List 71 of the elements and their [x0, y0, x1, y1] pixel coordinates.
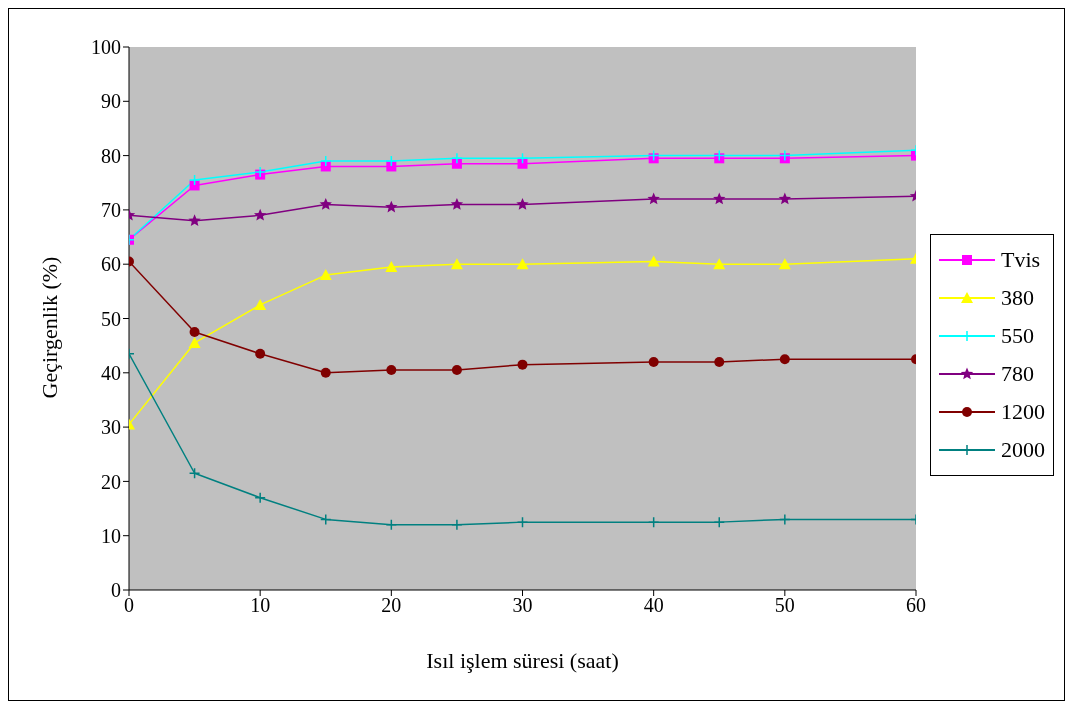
- point: [451, 365, 462, 376]
- legend-label: 780: [1001, 360, 1034, 387]
- y-tick-label: 0: [111, 579, 121, 602]
- y-tick-label: 90: [101, 90, 121, 113]
- point: [647, 255, 660, 267]
- y-tick-label: 30: [101, 416, 121, 439]
- point: [386, 365, 397, 376]
- legend-label: 550: [1001, 322, 1034, 349]
- point: [647, 149, 660, 162]
- point: [779, 513, 791, 526]
- point: [385, 260, 398, 272]
- point: [516, 152, 529, 165]
- legend-label: Tvis: [1001, 246, 1041, 273]
- y-tick-label: 10: [101, 524, 121, 547]
- point: [385, 155, 398, 167]
- point: [647, 192, 660, 205]
- point: [647, 516, 660, 528]
- point: [517, 158, 528, 169]
- point: [253, 208, 267, 221]
- point: [516, 516, 529, 528]
- point: [319, 269, 332, 281]
- point: [385, 519, 398, 531]
- x-tick-label: 10: [250, 594, 271, 617]
- x-tick-label: 50: [774, 594, 795, 617]
- point: [450, 258, 463, 270]
- point: [189, 327, 200, 338]
- point: [778, 258, 791, 270]
- point: [779, 354, 790, 365]
- y-tick-label: 20: [101, 470, 121, 493]
- legend-label: 380: [1001, 284, 1034, 311]
- point: [255, 348, 266, 359]
- point: [320, 513, 332, 526]
- point: [778, 192, 792, 205]
- point: [713, 258, 726, 270]
- x-axis-title: Isıl işlem süresi (saat): [426, 648, 619, 673]
- point: [385, 200, 398, 213]
- y-tick-label: 80: [101, 144, 121, 167]
- point: [451, 158, 462, 169]
- point: [450, 197, 464, 210]
- point: [254, 298, 267, 310]
- point: [713, 516, 725, 528]
- x-tick-label: 40: [643, 594, 664, 617]
- point: [517, 359, 528, 370]
- point: [320, 367, 331, 378]
- x-tick-label: 20: [381, 594, 402, 617]
- y-tick-label: 60: [101, 253, 121, 276]
- point: [713, 149, 725, 162]
- y-tick-label: 100: [91, 36, 121, 59]
- legend-label: 1200: [1001, 398, 1045, 425]
- point: [451, 152, 463, 165]
- x-tick-label: 30: [512, 594, 533, 617]
- point: [254, 491, 266, 504]
- legend-label: 2000: [1001, 436, 1045, 463]
- y-tick-label: 50: [101, 307, 121, 330]
- point: [516, 197, 529, 210]
- point: [188, 214, 201, 227]
- point: [188, 174, 201, 186]
- point: [713, 192, 726, 205]
- point: [188, 467, 201, 480]
- point: [319, 197, 332, 210]
- point: [648, 356, 659, 367]
- y-tick-label: 70: [101, 199, 121, 221]
- point: [188, 336, 201, 348]
- point: [714, 356, 725, 367]
- point: [451, 519, 463, 531]
- point: [779, 149, 791, 162]
- y-axis-title: Geçirgenlik (%): [36, 256, 62, 399]
- point: [516, 258, 529, 270]
- x-tick-label: 60: [906, 594, 926, 617]
- y-tick-label: 40: [101, 361, 121, 384]
- point: [320, 155, 332, 167]
